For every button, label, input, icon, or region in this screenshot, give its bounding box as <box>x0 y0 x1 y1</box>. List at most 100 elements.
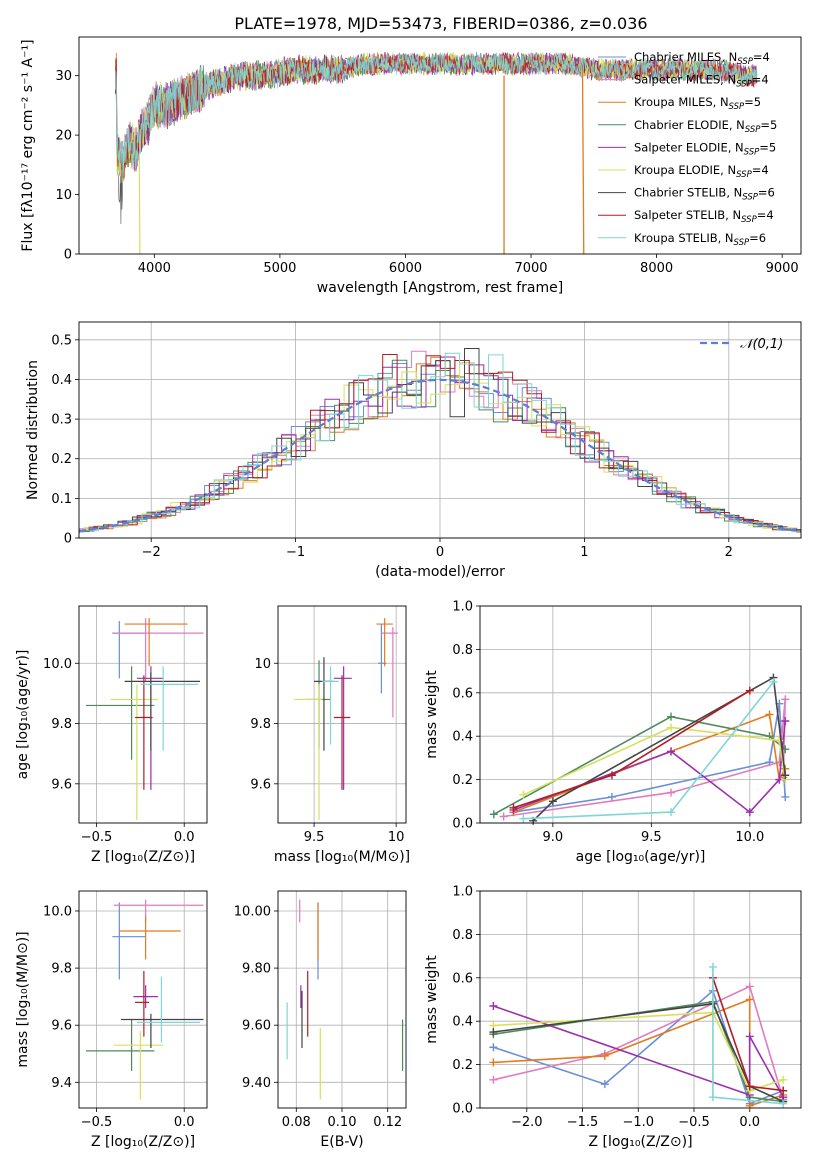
weight-marker <box>519 814 528 823</box>
weight-marker <box>745 686 754 695</box>
y-axis-label: age [log₁₀(age/yr)] <box>15 650 31 780</box>
x-tick-label: 10 <box>388 830 405 845</box>
x-tick-label: 2 <box>725 545 733 560</box>
legend-label: Salpeter MILES, NSSP=4 <box>634 73 769 90</box>
weight-marker <box>781 792 790 801</box>
x-tick-label: 9.0 <box>543 830 564 845</box>
axes-frame <box>78 605 208 824</box>
errorbar-point <box>381 627 398 718</box>
errorbar-point <box>112 902 146 980</box>
x-tick-label: 8000 <box>640 261 673 276</box>
weight-marker <box>607 771 616 780</box>
errorbar-point <box>114 618 204 682</box>
legend-label: Kroupa MILES, NSSP=5 <box>634 95 761 112</box>
y-tick-label: 10 <box>55 188 72 203</box>
x-tick-label: 6000 <box>389 261 422 276</box>
x-tick-label: −2 <box>142 545 161 560</box>
errorbar-point <box>121 1013 204 1049</box>
weight-marker <box>667 723 676 732</box>
errorbars <box>86 899 204 1100</box>
weight-marker <box>489 1043 498 1052</box>
x-tick-label: 7000 <box>514 261 547 276</box>
spectrum-line-8 <box>115 51 758 182</box>
x-tick-label: −1.5 <box>567 1115 599 1130</box>
y-tick-label: 0.6 <box>452 686 473 701</box>
y-tick-label: 0.8 <box>452 928 473 943</box>
y-tick-label: 10.0 <box>43 904 72 919</box>
y-tick-label: 20 <box>55 129 72 144</box>
legend-label: Salpeter STELIB, NSSP=4 <box>634 208 774 225</box>
y-tick-label: 10.0 <box>43 657 72 672</box>
weight-marker <box>745 995 754 1004</box>
weight-marker <box>667 747 676 756</box>
weight-marker <box>779 1099 788 1108</box>
weight-series-5 <box>493 1011 784 1092</box>
y-tick-label: 10.00 <box>234 904 271 919</box>
x-tick-label: 0.08 <box>282 1115 311 1130</box>
y-axis-label: Flux [fλ10⁻¹⁷ erg cm⁻² s⁻¹ A⁻¹] <box>20 39 36 251</box>
spectra <box>115 51 758 254</box>
y-tick-label: 0 <box>64 532 72 547</box>
errorbar-point <box>136 976 200 1043</box>
errorbar-point <box>376 618 393 667</box>
y-tick-label: 1.0 <box>452 885 473 900</box>
weight-series-3 <box>493 715 786 816</box>
legend-label: Kroupa STELIB, NSSP=6 <box>634 231 766 248</box>
weight-marker <box>745 1101 754 1110</box>
errorbar-point <box>135 675 153 790</box>
x-tick-label: 0.0 <box>739 1115 760 1130</box>
errorbar-point <box>140 666 199 751</box>
errorbar-point <box>322 666 339 745</box>
weight-series-4 <box>513 720 786 814</box>
y-tick-label: 0.4 <box>452 1015 473 1030</box>
axes-frame <box>479 605 802 824</box>
y-tick-label: 0.4 <box>51 373 72 388</box>
weight-series-6 <box>493 1002 784 1103</box>
panel-mass_vs_Z: −0.5 0.0 9.4 9.6 9.8 10.0 Z [log₁₀(Z/Z⊙)] mass … <box>15 890 208 1150</box>
y-tick-label: 9.6 <box>51 1019 72 1034</box>
weight-marker <box>769 677 778 686</box>
x-tick-label: 5000 <box>263 261 296 276</box>
weight-marker <box>781 717 790 726</box>
legend-label: Chabrier ELODIE, NSSP=5 <box>634 118 777 135</box>
y-tick-label: 0.4 <box>452 730 473 745</box>
legend: Chabrier MILES, NSSP=4 Salpeter MILES, NS… <box>598 50 777 248</box>
x-tick-label: 0.0 <box>174 1115 195 1130</box>
y-tick-label: 1.0 <box>452 600 473 615</box>
y-tick-label: 9.6 <box>250 777 271 792</box>
weight-series-8 <box>523 681 775 820</box>
weight-marker <box>519 790 528 799</box>
x-tick-label: 0 <box>436 545 444 560</box>
weight-marker <box>509 803 518 812</box>
weight-marker <box>708 1093 717 1102</box>
y-tick-label: 0.2 <box>51 452 72 467</box>
legend-label: Chabrier MILES, NSSP=4 <box>634 50 770 67</box>
weight-series-6 <box>532 676 786 822</box>
x-tick-label: 0.0 <box>174 830 195 845</box>
weight-marker <box>667 788 676 797</box>
y-tick-label: 0.2 <box>452 773 473 788</box>
y-tick-label: 9.8 <box>51 717 72 732</box>
blue-edge-feature <box>138 152 141 254</box>
weight-marker <box>765 710 774 719</box>
x-axis-label: Z [log₁₀(Z/Z⊙)] <box>91 849 195 865</box>
y-tick-label: 0.5 <box>51 333 72 348</box>
weight-marker <box>489 1028 498 1037</box>
axes-frame <box>78 890 208 1109</box>
weight-marker <box>489 810 498 819</box>
axes-frame <box>78 321 802 539</box>
panel-mass_weight_vs_age: 9.0 9.5 10.0 0.0 0.2 0.4 0.6 0.8 1.0 age [log₁₀(a… <box>424 600 802 865</box>
x-tick-label: −1.0 <box>622 1115 654 1130</box>
errorbars <box>86 618 204 820</box>
y-tick-label: 0.2 <box>452 1058 473 1073</box>
errorbar-point <box>294 684 323 820</box>
errorbar-point <box>133 985 158 1009</box>
errorbar-point <box>124 672 200 751</box>
y-axis-label: Normed distribution <box>25 360 41 500</box>
weight-marker <box>489 1075 498 1084</box>
legend-label: 𝒩(0,1) <box>740 337 783 352</box>
errorbar-point <box>119 916 181 960</box>
weight-marker <box>781 695 790 704</box>
y-tick-label: 9.6 <box>51 777 72 792</box>
